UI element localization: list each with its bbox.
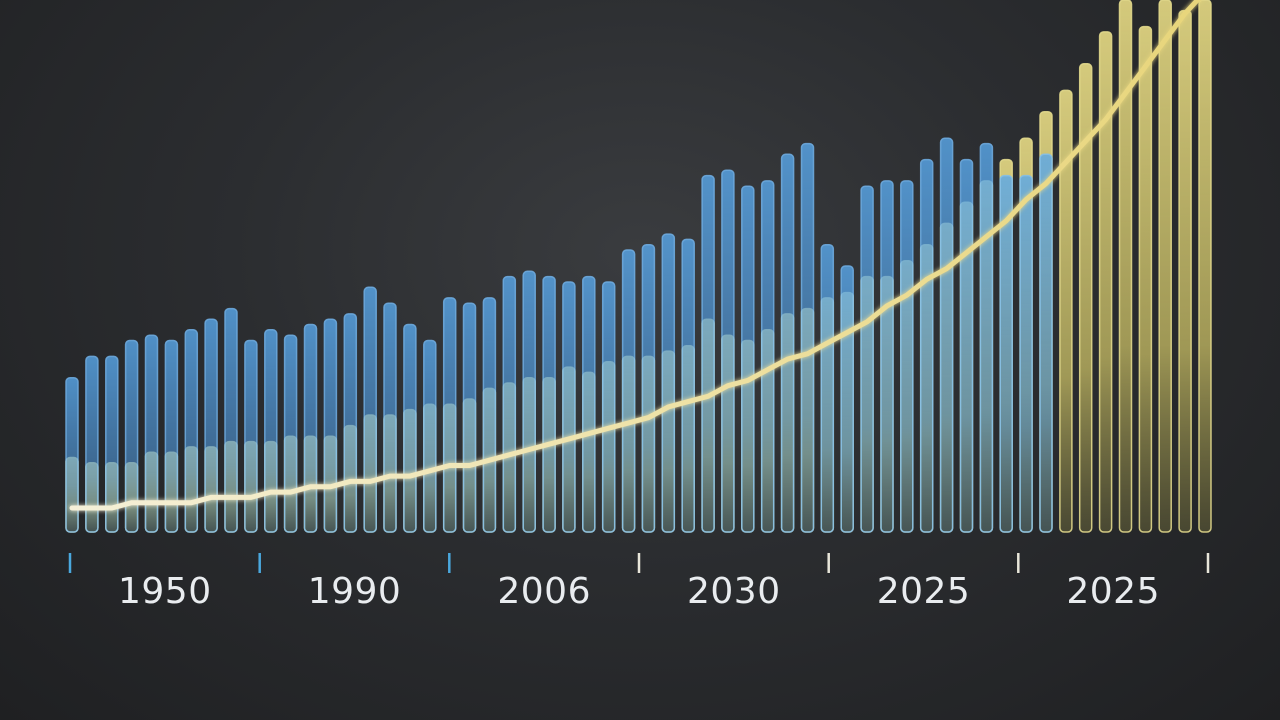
bar-series-a (562, 281, 576, 533)
bar-series-a (363, 286, 377, 533)
bar-series-a (383, 302, 397, 533)
x-tick-label: 2025 (1066, 571, 1160, 612)
bar-series-a (721, 169, 735, 533)
bar-series-b (1118, 0, 1133, 533)
bar-series-a (124, 339, 139, 533)
bar-series-a (939, 137, 954, 533)
bar-series-a (999, 174, 1013, 533)
x-tick-labels: 1950 1990 2006 2030 2025 2025 (118, 571, 1160, 612)
bar-series-a (204, 318, 218, 533)
bar-series-a (979, 142, 994, 533)
bar-series-a (283, 334, 298, 533)
bar-series-a (522, 270, 536, 533)
bar-series-a (224, 307, 238, 533)
bar-series-a (65, 376, 79, 533)
bar-series-a (900, 180, 914, 533)
bar-series-a (582, 275, 596, 533)
bar-series-b (1138, 25, 1153, 533)
bar-series-a (105, 355, 119, 533)
bar-series-a (760, 180, 775, 533)
bar-series-a (442, 297, 457, 533)
bar-series-a (184, 329, 199, 533)
bar-series-a (462, 302, 477, 533)
bar-series-a (482, 297, 497, 533)
bar-series-a (323, 318, 338, 533)
bar-series-b (1198, 0, 1212, 533)
bar-series-a (502, 275, 517, 533)
bar-series-a (601, 281, 616, 533)
bar-series-a (343, 313, 358, 533)
bar-series-a (244, 339, 258, 533)
x-tick-label: 1990 (308, 571, 402, 612)
x-tick-label: 2006 (497, 571, 591, 612)
x-axis (68, 551, 1210, 573)
bar-series-a (780, 153, 795, 533)
bar-series-a (800, 142, 815, 533)
bar-series-a (423, 339, 437, 533)
bar-series-a (919, 158, 934, 533)
bar-series-a (880, 180, 894, 533)
bar-series-a (85, 355, 99, 533)
bar-series-a (860, 185, 874, 533)
bar-series-a (1019, 174, 1033, 533)
bar-series-b (1098, 31, 1113, 533)
bar-series-a (144, 334, 159, 533)
bar-series-a (681, 238, 695, 533)
x-tick-label: 1950 (118, 571, 212, 612)
bar-series-b (1078, 63, 1093, 533)
series-a-bars (65, 137, 1053, 533)
x-tick-label: 2030 (687, 571, 781, 612)
x-tick-label: 2025 (877, 571, 971, 612)
bar-series-a (1039, 153, 1053, 533)
bar-series-a (741, 185, 755, 533)
trend-line-layer (69, 0, 1201, 511)
bar-series-a (661, 233, 676, 533)
bar-series-a (840, 265, 854, 533)
bar-series-a (621, 249, 636, 533)
bar-series-a (264, 329, 278, 533)
bar-series-a (164, 339, 179, 533)
bar-series-b (1178, 9, 1192, 533)
trend-line (69, 0, 1201, 511)
bar-series-a (701, 174, 715, 533)
bar-series-a (303, 323, 318, 533)
bar-series-a (403, 323, 417, 533)
bar-series-a (542, 275, 556, 533)
bar-series-a (959, 158, 974, 533)
bar-series-b (1059, 89, 1073, 533)
bar-series-a (820, 243, 835, 533)
bar-series-b (1158, 0, 1172, 533)
bar-series-a (641, 243, 656, 533)
